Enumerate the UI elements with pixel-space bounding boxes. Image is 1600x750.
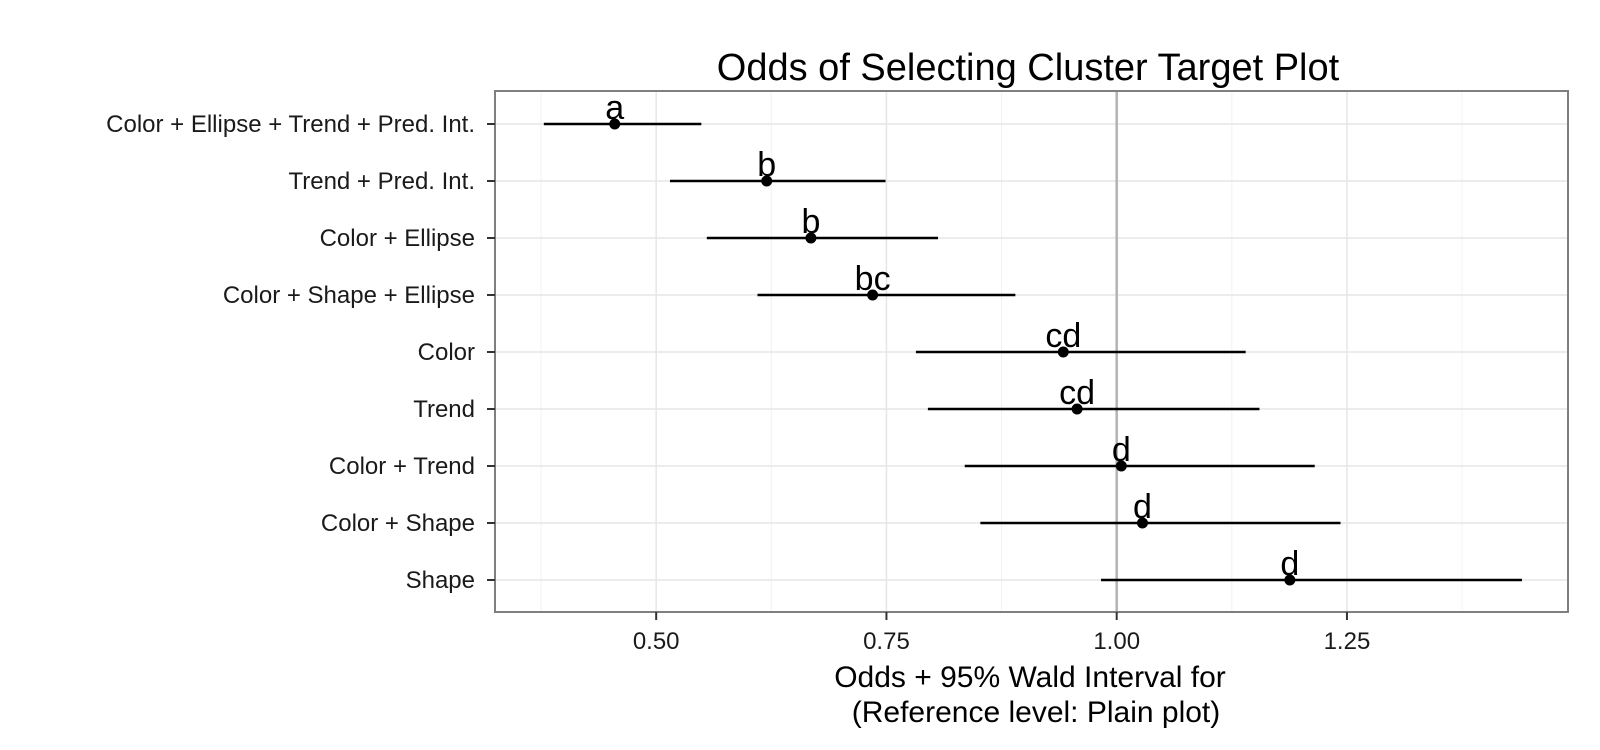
group-label: d [1280,545,1299,583]
group-label: d [1112,431,1131,469]
estimate-point [1071,403,1083,415]
category-label: Color [418,339,475,366]
category-label: Shape [406,567,475,594]
estimate-point [609,118,621,130]
x-tick-label: 0.75 [863,628,910,655]
category-label: Color + Ellipse + Trend + Pred. Int. [106,111,475,138]
chart-title: Odds of Selecting Cluster Target Plot [717,47,1340,89]
group-label: cd [1045,317,1081,355]
estimate-point [805,232,817,244]
group-label: a [605,89,624,127]
category-label: Trend [413,396,475,423]
category-label: Color + Shape + Ellipse [223,282,475,309]
x-axis: 0.50 0.75 1.00 1.25 [633,612,1370,655]
estimate-point [1057,346,1069,358]
group-label: bc [855,260,891,298]
x-tick-label: 1.00 [1093,628,1140,655]
group-label: b [801,203,820,241]
category-label: Trend + Pred. Int. [288,168,475,195]
x-tick-label: 1.25 [1324,628,1371,655]
estimate-point [1115,460,1127,472]
category-label: Color + Shape [321,510,475,537]
x-axis-label-line-1: Odds + 95% Wald Interval for [834,661,1226,694]
x-tick-label: 0.50 [633,628,680,655]
estimate-point [867,289,879,301]
group-label: cd [1059,374,1095,412]
estimate-point [1284,574,1296,586]
y-axis: Color + Ellipse + Trend + Pred. Int. Tren… [106,111,495,594]
estimate-point [761,175,773,187]
estimate-point [1136,517,1148,529]
category-label: Color + Trend [329,453,475,480]
group-label: b [757,146,776,184]
category-label: Color + Ellipse [320,225,475,252]
group-label: d [1133,488,1152,526]
x-axis-label-line-2: (Reference level: Plain plot) [852,696,1221,729]
